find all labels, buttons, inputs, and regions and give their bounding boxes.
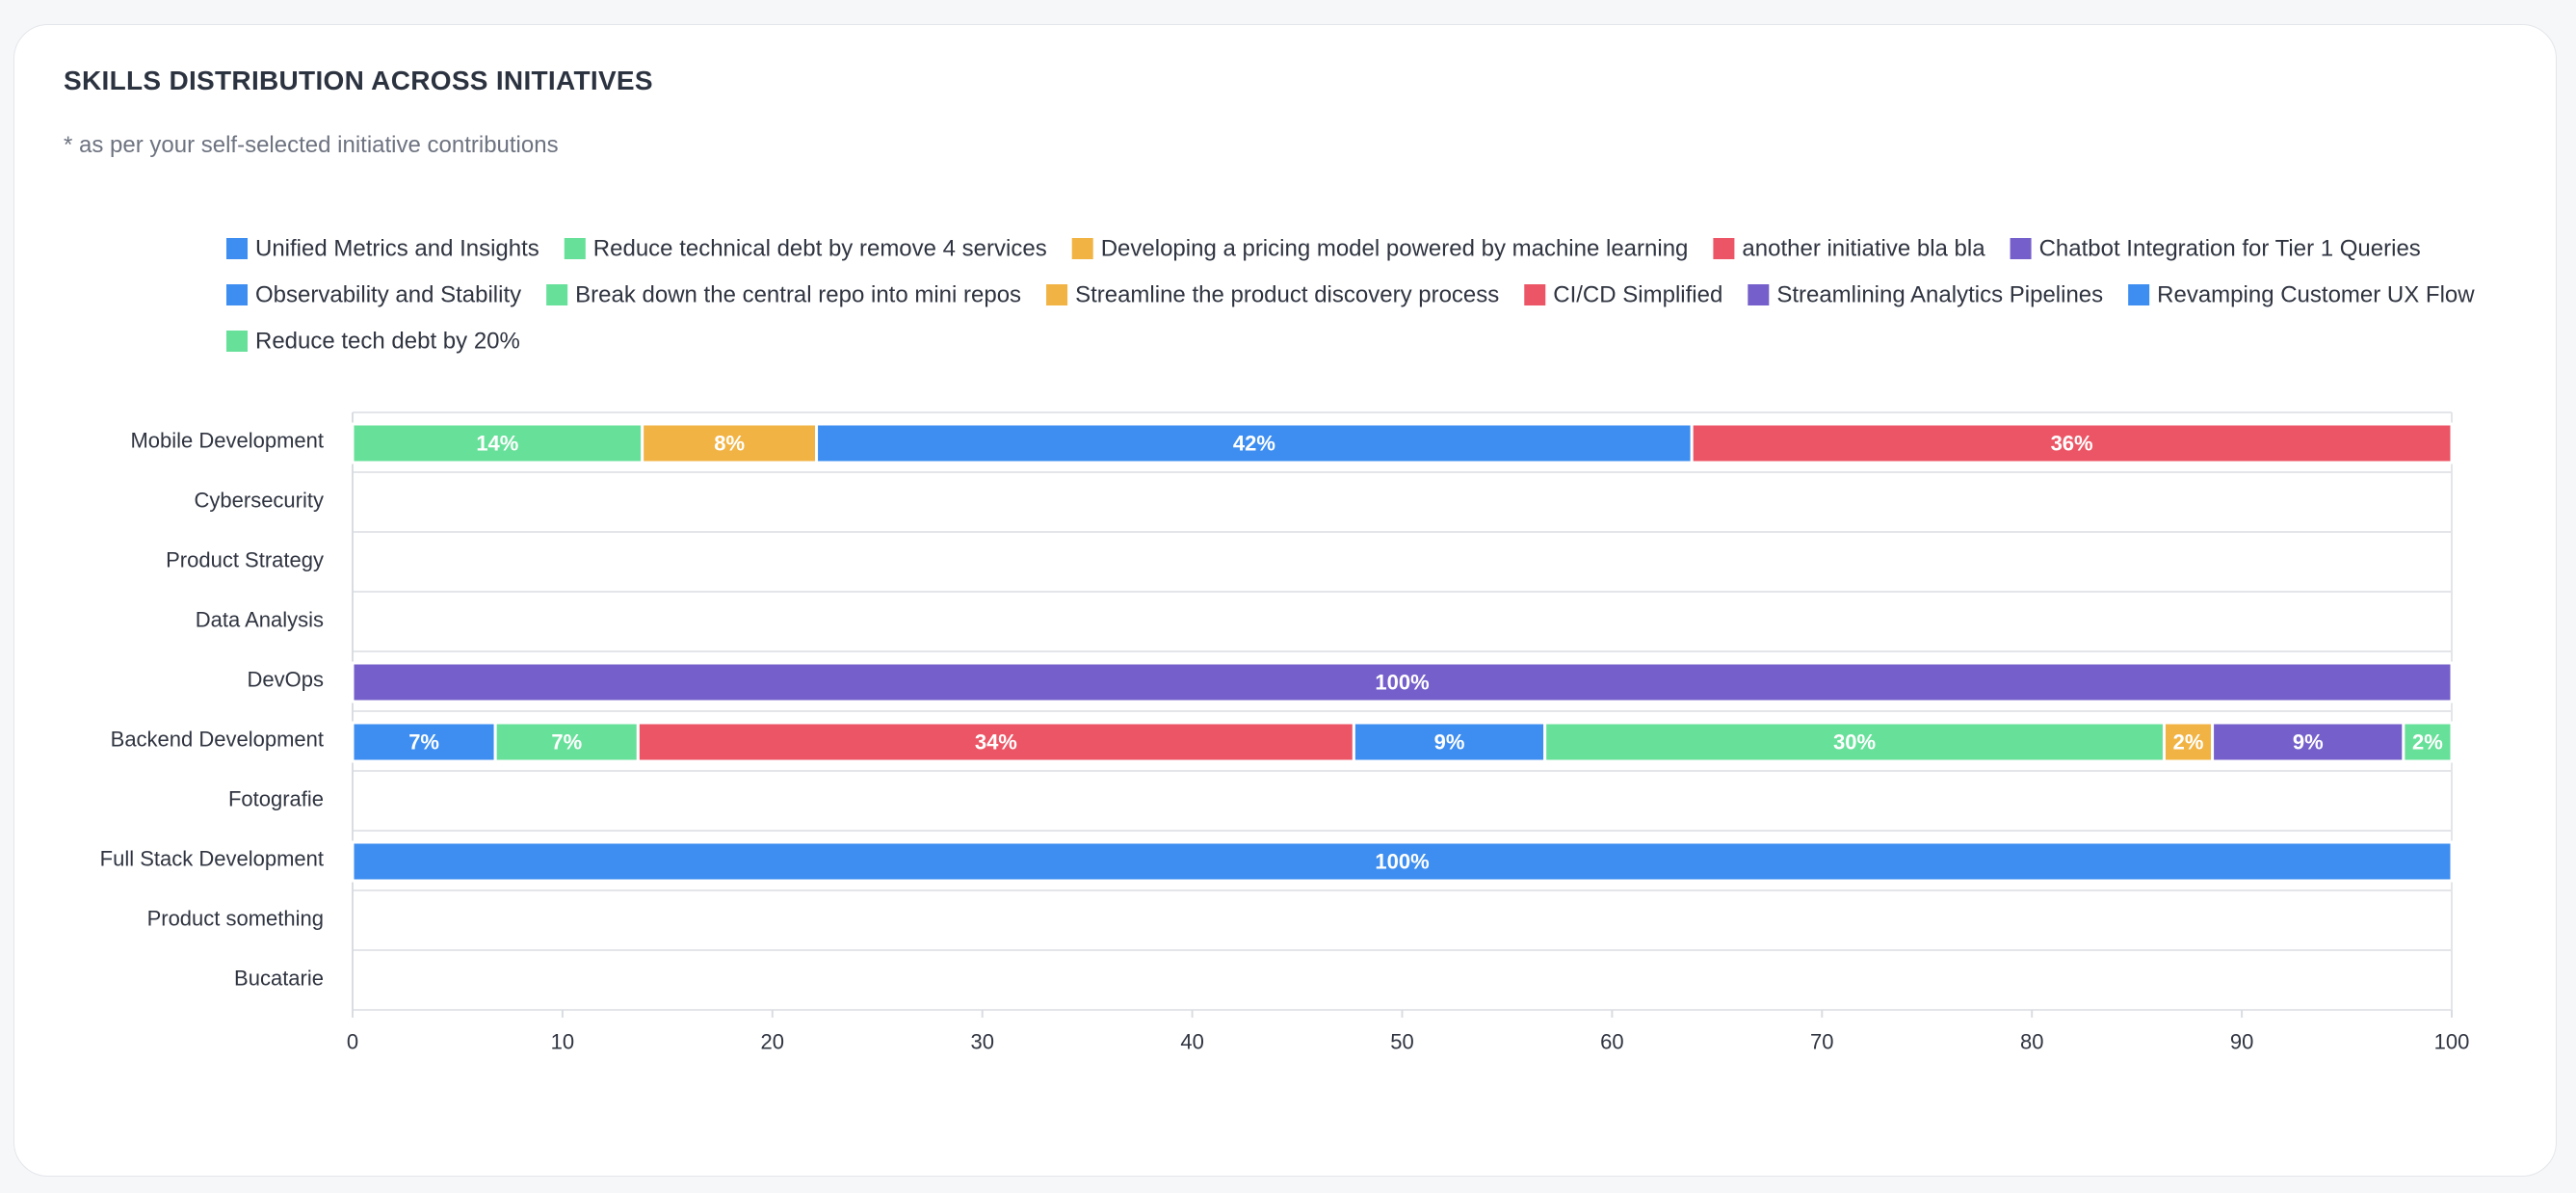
bar-segment[interactable] bbox=[351, 661, 2454, 703]
bar-data-label: 36% bbox=[2051, 432, 2093, 456]
x-tick-label: 30 bbox=[970, 1030, 993, 1054]
legend-swatch bbox=[226, 331, 248, 352]
legend-label: another initiative bla bla bbox=[1742, 236, 1985, 262]
legend-item[interactable]: Streamline the product discovery process bbox=[1046, 282, 1499, 308]
bar-segment[interactable] bbox=[2402, 721, 2454, 763]
legend-swatch bbox=[1713, 238, 1735, 259]
legend-item[interactable]: Streamlining Analytics Pipelines bbox=[1748, 282, 2103, 308]
legend-item[interactable]: Revamping Customer UX Flow bbox=[2128, 282, 2475, 308]
legend-item[interactable]: CI/CD Simplified bbox=[1524, 282, 1722, 308]
legend-item[interactable]: Developing a pricing model powered by ma… bbox=[1071, 236, 1689, 262]
x-tick-label: 100 bbox=[2434, 1030, 2470, 1054]
legend-label: Unified Metrics and Insights bbox=[255, 236, 539, 262]
legend-label: Streamline the product discovery process bbox=[1075, 282, 1499, 308]
bar-segment[interactable] bbox=[815, 422, 1694, 464]
legend-label: Chatbot Integration for Tier 1 Queries bbox=[2039, 236, 2421, 262]
category-label: Bucatarie bbox=[234, 967, 324, 991]
category-label: Fotografie bbox=[228, 787, 324, 811]
bar-data-label: 30% bbox=[1833, 730, 1876, 755]
legend-swatch bbox=[1046, 284, 1068, 305]
legend-item[interactable]: Reduce technical debt by remove 4 servic… bbox=[564, 236, 1047, 262]
bar-data-label: 2% bbox=[2412, 730, 2443, 755]
bar-data-label: 2% bbox=[2173, 730, 2204, 755]
legend-swatch bbox=[2128, 284, 2150, 305]
legend-item[interactable]: another initiative bla bla bbox=[1713, 236, 1985, 262]
legend-swatch bbox=[1071, 238, 1093, 259]
bar-segment[interactable] bbox=[351, 721, 497, 763]
x-tick-label: 20 bbox=[761, 1030, 784, 1054]
chart-subtitle: * as per your self-selected initiative c… bbox=[64, 132, 559, 158]
legend-label: Streamlining Analytics Pipelines bbox=[1776, 282, 2103, 308]
category-label: Product Strategy bbox=[166, 548, 324, 572]
legend-item[interactable]: Reduce tech debt by 20% bbox=[226, 329, 520, 355]
bar-data-label: 8% bbox=[714, 432, 745, 456]
category-label: DevOps bbox=[248, 668, 324, 692]
x-tick-label: 0 bbox=[347, 1030, 358, 1054]
legend-label: Revamping Customer UX Flow bbox=[2157, 282, 2475, 308]
legend-label: Reduce tech debt by 20% bbox=[255, 329, 520, 355]
category-label: Full Stack Development bbox=[100, 847, 324, 871]
category-label: Backend Development bbox=[111, 728, 324, 752]
bar-segment[interactable] bbox=[493, 721, 640, 763]
legend-label: Observability and Stability bbox=[255, 282, 521, 308]
legend-label: Break down the central repo into mini re… bbox=[575, 282, 1021, 308]
x-tick-label: 40 bbox=[1180, 1030, 1203, 1054]
bar-data-label: 14% bbox=[476, 432, 518, 456]
legend-swatch bbox=[564, 238, 586, 259]
category-labels: Mobile Development Cybersecurity Product S… bbox=[100, 429, 324, 991]
legend-item[interactable]: Chatbot Integration for Tier 1 Queries bbox=[2010, 236, 2421, 262]
bar-data-label: 100% bbox=[1375, 671, 1429, 695]
legend-swatch bbox=[226, 238, 248, 259]
legend-item[interactable]: Unified Metrics and Insights bbox=[226, 236, 539, 262]
bars: 14% 8% 42% 36% 100% 7% 7% 34% 9% 30% 2% 9% 2% 100% bbox=[351, 422, 2454, 883]
bar-segment[interactable] bbox=[351, 422, 644, 464]
bar-data-label: 42% bbox=[1233, 432, 1275, 456]
legend-swatch bbox=[1748, 284, 1770, 305]
legend-swatch bbox=[226, 284, 248, 305]
category-label: Data Analysis bbox=[196, 608, 324, 632]
legend-swatch bbox=[2010, 238, 2032, 259]
x-tick-label: 60 bbox=[1600, 1030, 1623, 1054]
bar-data-label: 34% bbox=[975, 730, 1017, 755]
bar-segment[interactable] bbox=[641, 422, 819, 464]
x-tick-label: 50 bbox=[1390, 1030, 1413, 1054]
bar-data-label: 7% bbox=[551, 730, 582, 755]
legend-label: Reduce technical debt by remove 4 servic… bbox=[593, 236, 1047, 262]
category-label: Cybersecurity bbox=[195, 489, 324, 513]
legend-item[interactable]: Break down the central repo into mini re… bbox=[546, 282, 1021, 308]
legend: Unified Metrics and Insights Reduce techn… bbox=[226, 236, 2475, 355]
legend-item[interactable]: Observability and Stability bbox=[226, 282, 521, 308]
x-tick-label: 90 bbox=[2230, 1030, 2253, 1054]
legend-swatch bbox=[546, 284, 568, 305]
x-tick-label: 70 bbox=[1810, 1030, 1833, 1054]
bar-segment[interactable] bbox=[636, 721, 1355, 763]
grid bbox=[352, 411, 2453, 1011]
x-axis: 0 10 20 30 40 50 60 70 80 90 100 bbox=[347, 1010, 2469, 1054]
category-label: Mobile Development bbox=[130, 429, 324, 453]
bar-segment[interactable] bbox=[1690, 422, 2454, 464]
bar-data-label: 9% bbox=[1434, 730, 1465, 755]
bar-data-label: 7% bbox=[408, 730, 439, 755]
legend-swatch bbox=[1524, 284, 1546, 305]
category-label: Product something bbox=[147, 907, 324, 931]
bar-data-label: 9% bbox=[2293, 730, 2324, 755]
bar-segment[interactable] bbox=[351, 840, 2454, 883]
chart-card bbox=[13, 24, 2557, 1177]
bar-data-label: 100% bbox=[1375, 850, 1429, 874]
bar-segment[interactable] bbox=[2211, 721, 2405, 763]
chart-title: SKILLS DISTRIBUTION ACROSS INITIATIVES bbox=[64, 66, 653, 95]
legend-label: CI/CD Simplified bbox=[1553, 282, 1722, 308]
x-tick-label: 10 bbox=[551, 1030, 574, 1054]
bar-segment[interactable] bbox=[1352, 721, 1547, 763]
bar-segment[interactable] bbox=[1543, 721, 2166, 763]
x-tick-label: 80 bbox=[2020, 1030, 2043, 1054]
legend-label: Developing a pricing model powered by ma… bbox=[1101, 236, 1689, 262]
